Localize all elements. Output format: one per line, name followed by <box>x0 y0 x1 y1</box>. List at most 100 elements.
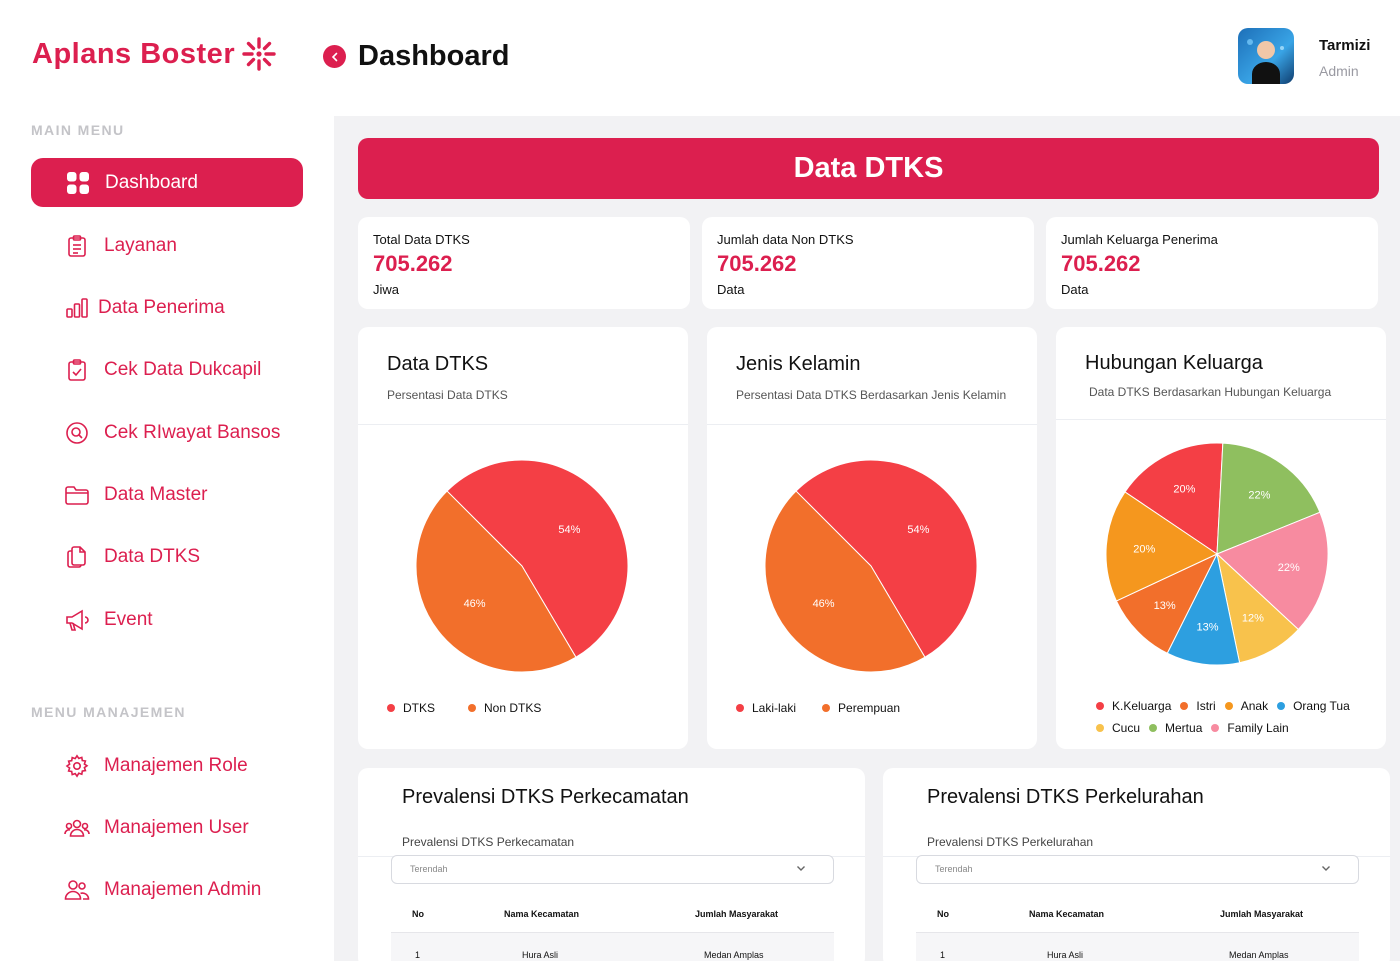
table-cell: 1 <box>940 950 946 960</box>
column-header[interactable]: Nama Kecamatan <box>504 909 580 919</box>
legend-item[interactable]: Perempuan <box>822 701 900 715</box>
chart-card-jenis-kelamin: Jenis Kelamin Persentasi Data DTKS Berda… <box>707 327 1037 749</box>
users-icon <box>64 877 90 903</box>
users-group-icon <box>64 815 90 841</box>
stat-label: Total Data DTKS <box>373 232 470 247</box>
pie-slice-label-0: 20% <box>1173 484 1195 496</box>
legend-dot <box>1096 724 1104 732</box>
sidebar-item-data-master[interactable]: Data Master <box>31 470 303 519</box>
pie-slice-5[interactable] <box>1115 552 1219 654</box>
sidebar-item-event[interactable]: Event <box>31 595 303 644</box>
pie-slice-label-2: 22% <box>1278 562 1300 574</box>
sidebar-item-cek-riwayat-bansos[interactable]: Cek RIwayat Bansos <box>31 408 303 457</box>
column-header[interactable]: No <box>412 909 424 919</box>
avatar[interactable] <box>1238 28 1294 84</box>
legend-dot <box>822 704 831 712</box>
sidebar-item-manajemen-user[interactable]: Manajemen User <box>31 803 303 852</box>
pie-slice-2[interactable] <box>1216 511 1329 631</box>
legend-item[interactable]: Non DTKS <box>468 701 541 715</box>
column-header[interactable]: Jumlah Masyarakat <box>1220 909 1304 919</box>
grid-icon <box>65 170 91 196</box>
legend-item[interactable]: DTKS <box>387 701 435 715</box>
pie-slice-1[interactable] <box>416 490 577 673</box>
chart-card-dtks: Data DTKS Persentasi Data DTKS 54% 46% DT… <box>358 327 688 749</box>
gear-icon <box>64 753 90 779</box>
sidebar-item-label: Manajemen User <box>104 816 249 838</box>
sidebar-item-cek-data-dukcapil[interactable]: Cek Data Dukcapil <box>31 345 303 394</box>
table-row[interactable] <box>391 933 834 961</box>
table-divider <box>391 932 834 933</box>
legend-label: Non DTKS <box>484 701 542 715</box>
sort-select[interactable]: Terendah <box>391 855 834 884</box>
topbar <box>334 0 1400 116</box>
legend-label: Anak <box>1240 699 1269 713</box>
sidebar-item-layanan[interactable]: Layanan <box>31 221 303 270</box>
stat-unit: Data <box>717 282 745 297</box>
clipboard-check-icon <box>64 357 90 383</box>
legend-label: DTKS <box>403 701 436 715</box>
legend-dot <box>387 704 395 712</box>
table-cell: Hura Asli <box>522 950 559 960</box>
clipboard-list-icon <box>64 233 90 259</box>
page-title: Dashboard <box>358 40 510 72</box>
sidebar-item-label: Layanan <box>104 234 177 256</box>
column-header[interactable]: No <box>937 909 949 919</box>
chart-subtitle: Persentasi Data DTKS Berdasarkan Jenis K… <box>736 388 1007 402</box>
legend-dot <box>1224 702 1233 710</box>
sidebar-item-dashboard[interactable]: Dashboard <box>31 158 303 207</box>
pie-slice-0[interactable] <box>1124 443 1224 555</box>
table-row[interactable] <box>916 933 1359 961</box>
chart-card-hubungan-keluarga: Hubungan Keluarga Data DTKS Berdasarkan … <box>1056 327 1386 749</box>
sidebar-item-data-dtks[interactable]: Data DTKS <box>31 532 303 581</box>
column-header[interactable]: Nama Kecamatan <box>1029 909 1105 919</box>
sort-select[interactable]: Terendah <box>916 855 1359 884</box>
chart-card-header: Hubungan Keluarga Data DTKS Berdasarkan … <box>1056 327 1386 420</box>
main-menu-heading: MAIN MENU <box>31 122 125 138</box>
legend-label: Mertua <box>1165 721 1203 735</box>
column-header[interactable]: Jumlah Masyarakat <box>695 909 779 919</box>
sidebar-item-label: Manajemen Admin <box>104 878 262 900</box>
pie-slice-4[interactable] <box>1166 552 1241 666</box>
legend-item[interactable]: K.Keluarga <box>1096 699 1171 713</box>
legend-dot <box>1277 702 1286 710</box>
legend-item[interactable]: Anak <box>1224 699 1269 713</box>
legend-label: Family Lain <box>1227 721 1289 735</box>
sidebar-item-data-penerima[interactable]: Data Penerima <box>31 283 303 332</box>
table-cell: 1 <box>415 950 421 960</box>
legend-item[interactable]: Istri <box>1180 699 1216 713</box>
brand-logo[interactable]: Aplans Boster <box>32 36 277 72</box>
select-value: Terendah <box>935 864 973 874</box>
card-title: Prevalensi DTKS Perkecamatan <box>402 786 689 808</box>
sidebar-item-label: Data Master <box>104 483 208 505</box>
pie-slice-0[interactable] <box>446 459 629 658</box>
prevalensi-perkelurahan-card: Prevalensi DTKS Perkelurahan Prevalensi … <box>883 768 1390 961</box>
sidebar: Aplans Boster MAIN MENU Dashboard Layana… <box>0 0 334 961</box>
legend-item[interactable]: Mertua <box>1149 721 1202 735</box>
legend-item[interactable]: Family Lain <box>1211 721 1289 735</box>
pie-slice-1[interactable] <box>1216 443 1321 555</box>
table-cell: Hura Asli <box>1047 950 1084 960</box>
legend-dot <box>1180 702 1189 710</box>
pie-slice-0[interactable] <box>795 459 978 658</box>
chart-subtitle: Data DTKS Berdasarkan Hubungan Keluarga <box>1089 385 1332 399</box>
legend-label: Cucu <box>1112 721 1141 735</box>
sidebar-item-label: Event <box>104 608 153 630</box>
pie-slice-1[interactable] <box>765 490 926 673</box>
pie-slice-label-0: 54% <box>907 524 929 536</box>
user-name: Tarmizi <box>1319 37 1371 54</box>
legend-item[interactable]: Laki-laki <box>736 701 796 715</box>
sidebar-item-manajemen-admin[interactable]: Manajemen Admin <box>31 865 303 914</box>
legend-label: Orang Tua <box>1293 699 1350 713</box>
stat-label: Jumlah Keluarga Penerima <box>1061 232 1218 247</box>
chevron-down-icon <box>797 866 805 871</box>
sidebar-item-manajemen-role[interactable]: Manajemen Role <box>31 741 303 790</box>
bar-chart-icon <box>64 295 90 321</box>
pie-slice-6[interactable] <box>1106 491 1219 602</box>
chart-legend: Laki-laki Perempuan <box>736 701 909 715</box>
card-title: Prevalensi DTKS Perkelurahan <box>927 786 1204 808</box>
collapse-sidebar-button[interactable] <box>323 45 346 68</box>
legend-item[interactable]: Cucu <box>1096 721 1140 735</box>
table-cell: Medan Amplas <box>704 950 764 960</box>
stat-unit: Jiwa <box>373 282 400 297</box>
legend-item[interactable]: Orang Tua <box>1277 699 1350 713</box>
